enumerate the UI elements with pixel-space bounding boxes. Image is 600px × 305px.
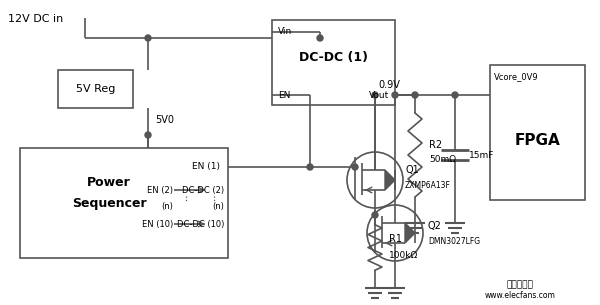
Text: 5V Reg: 5V Reg [76,84,115,94]
Polygon shape [385,170,395,190]
Circle shape [145,35,151,41]
Text: Vin: Vin [278,27,292,37]
Text: R1: R1 [389,235,402,245]
Circle shape [412,92,418,98]
Text: Sequencer: Sequencer [71,196,146,210]
Text: 50mΩ: 50mΩ [429,156,456,164]
Text: Power: Power [87,177,131,189]
Circle shape [145,132,151,138]
Circle shape [452,92,458,98]
Text: DC-DC (2): DC-DC (2) [182,185,224,195]
Circle shape [307,164,313,170]
Text: www.elecfans.com: www.elecfans.com [485,292,556,300]
Bar [490,65,585,200]
Text: DC-DC (1): DC-DC (1) [299,51,368,64]
Text: 电子发烧友: 电子发烧友 [506,281,533,289]
Circle shape [392,92,398,98]
Circle shape [372,92,378,98]
Text: EN (1): EN (1) [192,163,220,171]
Text: EN (2): EN (2) [147,185,173,195]
Circle shape [352,164,358,170]
Polygon shape [405,223,415,243]
Text: R2: R2 [429,140,442,150]
Text: (n): (n) [212,203,224,211]
Text: 5V0: 5V0 [155,115,174,125]
Text: EN (10): EN (10) [142,220,173,228]
Bar [58,70,133,108]
Circle shape [317,35,323,41]
Text: Vcore_0V9: Vcore_0V9 [494,73,539,81]
Text: ZXMP6A13F: ZXMP6A13F [405,181,451,189]
Text: Q2: Q2 [428,221,442,231]
Bar [20,148,228,258]
Text: (n): (n) [161,203,173,211]
Text: Vout: Vout [369,91,389,99]
Text: DC-DC (10): DC-DC (10) [176,220,224,228]
Text: Q1: Q1 [405,165,419,175]
Text: 0.9V: 0.9V [378,80,400,90]
Bar [272,20,395,105]
Text: EN: EN [278,91,290,99]
Text: 12V DC in: 12V DC in [8,14,63,24]
Text: 100kΩ: 100kΩ [389,251,418,260]
Text: FPGA: FPGA [515,133,560,148]
Text: DMN3027LFG: DMN3027LFG [428,236,480,246]
Text: 15mF: 15mF [469,150,494,160]
Circle shape [372,212,378,218]
